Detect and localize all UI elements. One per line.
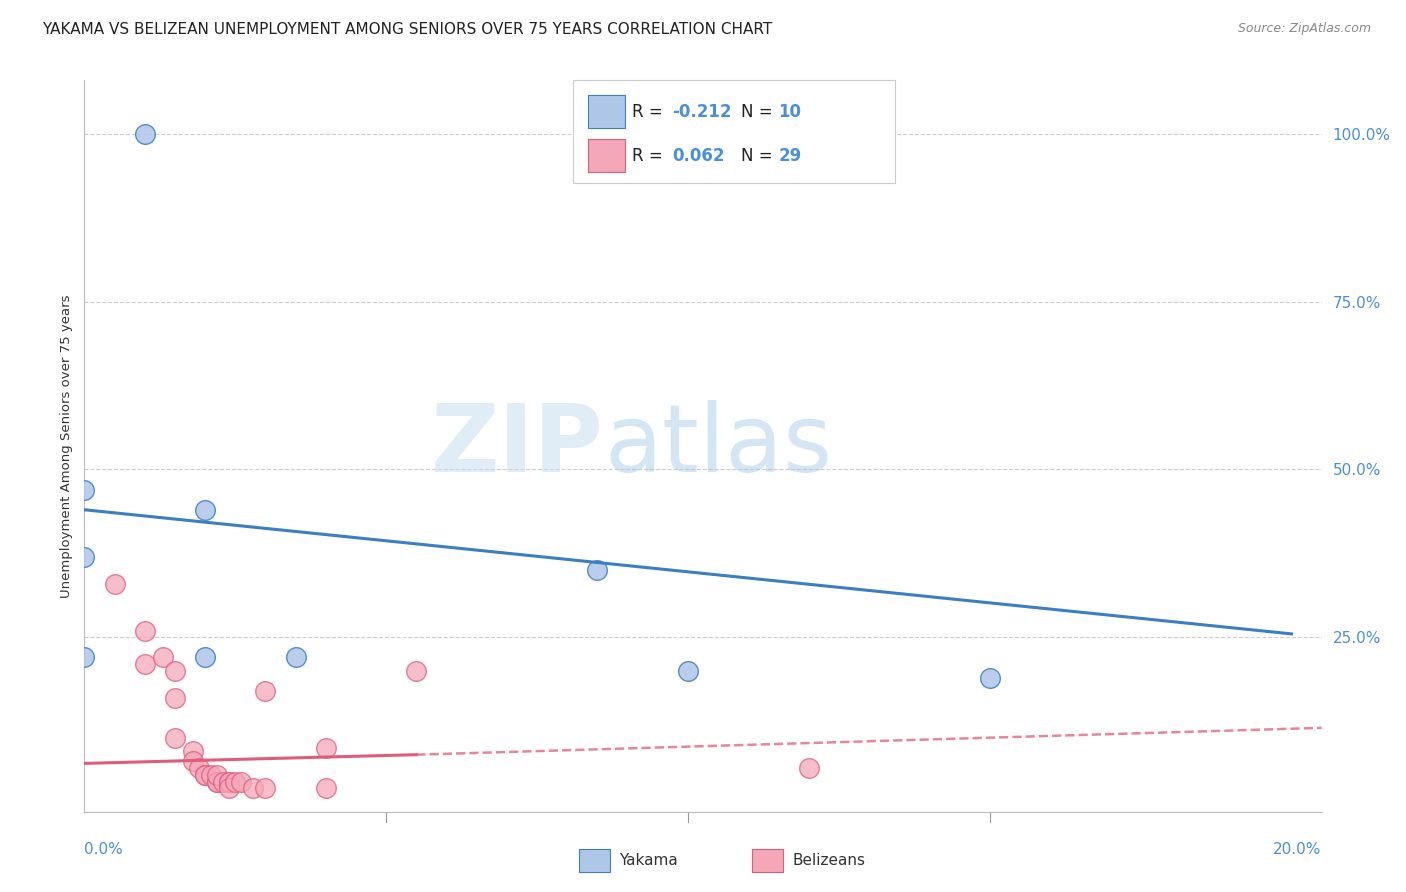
Text: 20.0%: 20.0% [1274, 842, 1322, 857]
Text: -0.212: -0.212 [672, 103, 731, 120]
FancyBboxPatch shape [574, 80, 894, 183]
Y-axis label: Unemployment Among Seniors over 75 years: Unemployment Among Seniors over 75 years [60, 294, 73, 598]
Point [979, 671, 1001, 685]
Point [181, 755, 204, 769]
Text: Source: ZipAtlas.com: Source: ZipAtlas.com [1237, 22, 1371, 36]
Point [205, 768, 228, 782]
Text: N =: N = [741, 103, 779, 120]
FancyBboxPatch shape [752, 849, 783, 872]
Point [405, 664, 427, 678]
Point [315, 741, 337, 756]
Point [73, 483, 96, 497]
Point [676, 664, 699, 678]
Point [218, 774, 240, 789]
Text: R =: R = [633, 103, 668, 120]
Point [163, 664, 186, 678]
Point [315, 781, 337, 796]
FancyBboxPatch shape [579, 849, 610, 872]
Point [218, 774, 240, 789]
Point [194, 768, 217, 782]
Point [205, 774, 228, 789]
Point [73, 549, 96, 564]
Text: atlas: atlas [605, 400, 832, 492]
Text: 29: 29 [779, 146, 801, 165]
Point [103, 576, 125, 591]
FancyBboxPatch shape [588, 95, 626, 128]
Point [163, 690, 186, 705]
Text: Yakama: Yakama [619, 854, 678, 868]
Text: R =: R = [633, 146, 668, 165]
Point [284, 650, 307, 665]
Text: 10: 10 [779, 103, 801, 120]
Point [212, 774, 235, 789]
Point [194, 768, 217, 782]
Text: ZIP: ZIP [432, 400, 605, 492]
Point [254, 781, 277, 796]
Point [152, 650, 174, 665]
Point [181, 744, 204, 758]
Point [134, 657, 156, 671]
Point [224, 774, 246, 789]
Point [194, 650, 217, 665]
Point [134, 624, 156, 638]
Point [586, 563, 609, 577]
Point [194, 502, 217, 516]
Point [200, 768, 222, 782]
Point [73, 650, 96, 665]
FancyBboxPatch shape [588, 139, 626, 171]
Point [231, 774, 253, 789]
Point [134, 127, 156, 141]
Point [218, 781, 240, 796]
Point [205, 774, 228, 789]
Text: 0.062: 0.062 [672, 146, 724, 165]
Text: YAKAMA VS BELIZEAN UNEMPLOYMENT AMONG SENIORS OVER 75 YEARS CORRELATION CHART: YAKAMA VS BELIZEAN UNEMPLOYMENT AMONG SE… [42, 22, 772, 37]
Text: 0.0%: 0.0% [84, 842, 124, 857]
Point [797, 761, 820, 775]
Point [242, 781, 264, 796]
Point [254, 684, 277, 698]
Point [163, 731, 186, 745]
Text: N =: N = [741, 146, 779, 165]
Text: Belizeans: Belizeans [792, 854, 865, 868]
Point [188, 761, 211, 775]
